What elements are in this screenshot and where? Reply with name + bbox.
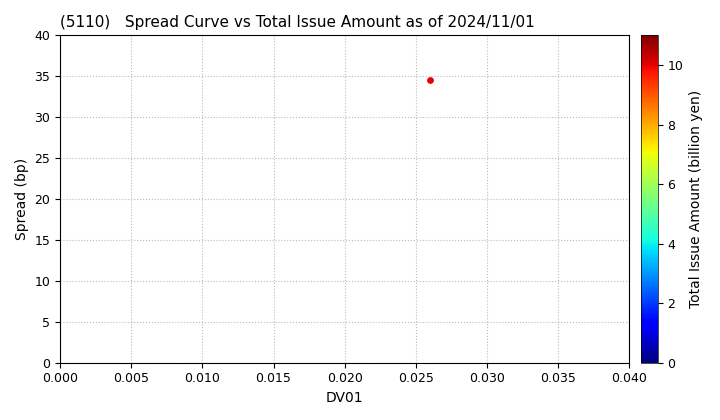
Y-axis label: Spread (bp): Spread (bp)	[15, 158, 29, 240]
X-axis label: DV01: DV01	[326, 391, 364, 405]
Y-axis label: Total Issue Amount (billion yen): Total Issue Amount (billion yen)	[689, 90, 703, 308]
Text: (5110)   Spread Curve vs Total Issue Amount as of 2024/11/01: (5110) Spread Curve vs Total Issue Amoun…	[60, 15, 535, 30]
Point	[424, 77, 436, 84]
